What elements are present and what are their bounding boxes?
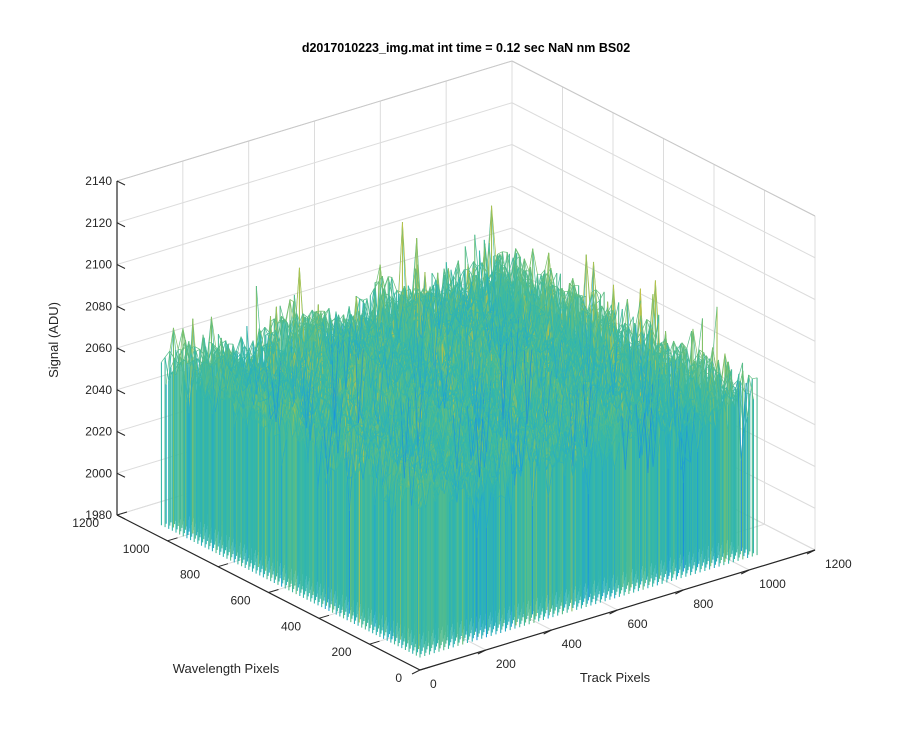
grid-line [511,144,816,300]
grid-line [116,144,513,265]
surface-plot [160,205,758,658]
box-edge [511,60,816,217]
grid-line [511,227,816,384]
grid-line [116,102,513,224]
chart-title: d2017010223_img.mat int time = 0.12 sec … [302,41,630,55]
grid-line [511,185,816,342]
grid-line [511,102,816,259]
box-edge [116,60,513,182]
grid-line [116,227,513,349]
grid-line [116,185,513,307]
